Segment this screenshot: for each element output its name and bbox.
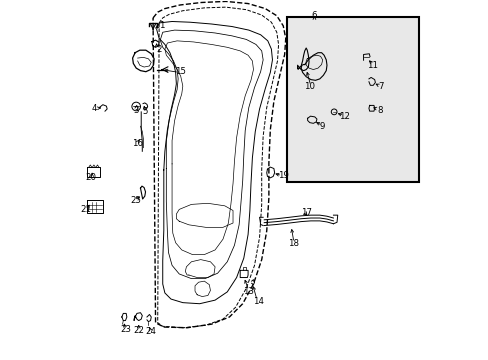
- Text: 12: 12: [339, 112, 350, 121]
- Text: 9: 9: [319, 122, 325, 131]
- Text: 15: 15: [175, 67, 186, 76]
- Text: 23: 23: [120, 325, 131, 334]
- Text: 5: 5: [142, 107, 147, 116]
- Text: 21: 21: [81, 205, 91, 214]
- Text: 24: 24: [145, 327, 156, 336]
- Text: 6: 6: [311, 11, 317, 20]
- Text: 4: 4: [92, 104, 97, 113]
- Text: 10: 10: [303, 82, 314, 91]
- Text: 14: 14: [252, 297, 263, 306]
- Text: 13: 13: [243, 287, 254, 296]
- Text: 3: 3: [133, 105, 139, 114]
- Text: 20: 20: [85, 173, 96, 182]
- Text: 25: 25: [130, 196, 142, 205]
- Bar: [286, 17, 418, 182]
- Text: 2: 2: [156, 45, 162, 54]
- Text: 11: 11: [366, 61, 378, 70]
- Text: 1: 1: [159, 21, 164, 30]
- Text: 19: 19: [277, 171, 288, 180]
- Text: 22: 22: [133, 326, 144, 335]
- Text: 16: 16: [132, 139, 143, 148]
- Text: 8: 8: [377, 105, 382, 114]
- Text: 7: 7: [377, 82, 383, 91]
- Text: 17: 17: [300, 208, 311, 217]
- Text: 18: 18: [288, 239, 299, 248]
